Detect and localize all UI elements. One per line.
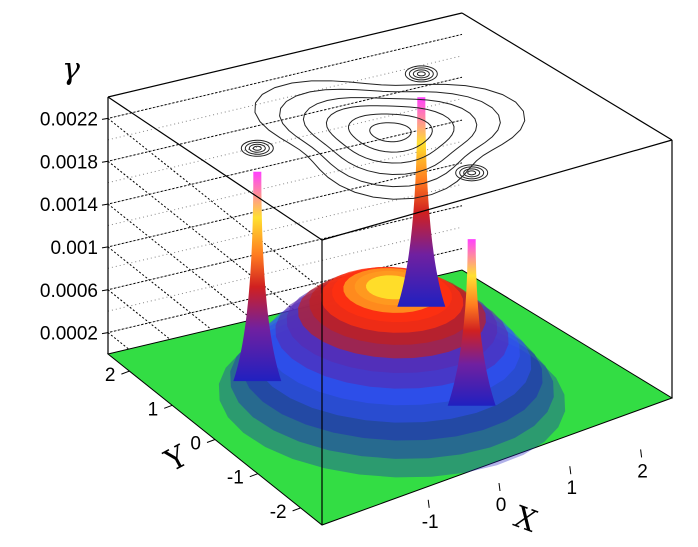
z-tick-mark — [101, 117, 109, 120]
contour-line — [254, 80, 526, 200]
x-tick-label: -1 — [422, 512, 439, 533]
x-tick-mark — [498, 482, 501, 492]
spike-contour — [252, 145, 262, 151]
wall-minor-line — [107, 141, 463, 226]
spike-contour — [467, 170, 477, 176]
x-tick-mark — [427, 499, 430, 508]
y-tick-label: -2 — [270, 502, 287, 523]
z-axis-title: γ — [62, 52, 80, 87]
y-tick-label: 2 — [105, 365, 116, 386]
x-axis-title: X — [509, 500, 542, 540]
contour-line — [369, 122, 412, 143]
x-tick-label: 2 — [637, 461, 648, 482]
wall-minor-line — [107, 33, 463, 119]
y-tick-mark — [206, 439, 216, 443]
z-tick-mark — [101, 289, 109, 292]
z-tick-label: 0.0018 — [40, 152, 98, 173]
wall-minor-line — [107, 248, 463, 334]
z-tick-mark — [101, 203, 109, 206]
spike-contour — [248, 143, 266, 153]
z-tick-mark — [101, 332, 109, 335]
wall-minor-line — [107, 205, 463, 291]
x-tick-mark — [569, 466, 572, 475]
z-tick-label: 0.0006 — [40, 281, 98, 302]
spike-contour — [416, 71, 426, 77]
z-tick-label: 0.0014 — [40, 195, 99, 216]
contour-line — [348, 113, 433, 153]
z-tick-label: 0.0022 — [40, 109, 98, 130]
spike-contour — [244, 141, 270, 155]
contour-line — [325, 105, 455, 164]
wall-minor-line — [107, 226, 463, 312]
spike-0 — [233, 171, 282, 382]
spike-contour — [240, 139, 274, 157]
wall-minor-line — [107, 183, 463, 269]
contour-projection — [240, 65, 526, 200]
spike-contour — [463, 168, 481, 178]
wall-minor-line — [107, 119, 463, 205]
z-tick-label: 0.0002 — [40, 324, 98, 345]
x-tick-mark — [640, 449, 643, 458]
spike-contour — [404, 65, 438, 83]
z-tick-mark — [101, 246, 109, 249]
spike-2 — [447, 239, 496, 406]
surface — [218, 97, 566, 478]
spike-1 — [397, 97, 446, 307]
y-tick-mark — [121, 370, 130, 375]
wall-minor-line — [107, 98, 463, 184]
wall-minor-line — [107, 55, 463, 141]
box-edges — [107, 12, 673, 525]
contour-line — [302, 97, 478, 176]
y-tick-label: -1 — [227, 468, 244, 489]
x-tick-label: 0 — [496, 495, 507, 516]
x-tick-label: 1 — [567, 478, 578, 499]
spike-contour — [408, 67, 434, 81]
wall-minor-line — [107, 162, 463, 248]
spike-contour — [455, 164, 489, 182]
y-axis: -2 -1 0 1 2 — [105, 365, 301, 523]
wall-minor-line — [107, 76, 463, 162]
contour-line — [279, 88, 501, 188]
y-tick-label: 1 — [148, 399, 159, 420]
spike-contour — [459, 166, 485, 180]
x-axis: -1 0 1 2 — [422, 449, 648, 533]
y-tick-mark — [292, 507, 301, 512]
spike-contour — [412, 69, 430, 79]
y-tick-label: 0 — [190, 434, 201, 455]
z-axis: 0.0002 0.0006 0.001 0.0014 0.0018 0.0022 — [40, 109, 109, 345]
z-tick-mark — [101, 160, 109, 163]
z-tick-label: 0.001 — [50, 238, 98, 259]
y-axis-title: Y — [158, 438, 194, 479]
y-tick-mark — [249, 473, 258, 478]
y-tick-mark — [164, 404, 173, 409]
